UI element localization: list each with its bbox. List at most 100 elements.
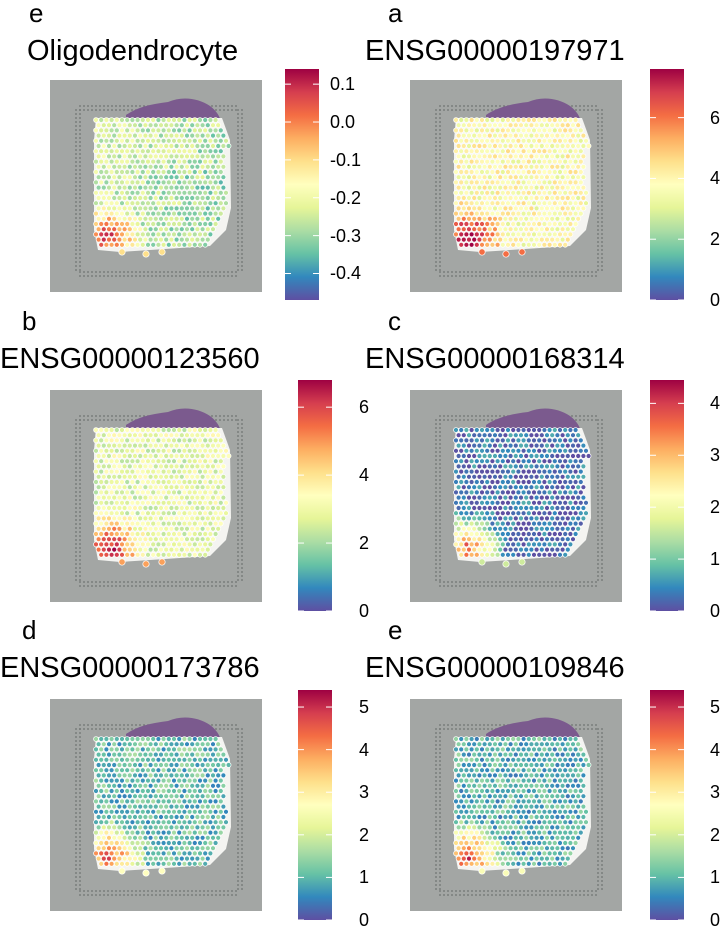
spot [138, 526, 143, 531]
spot [190, 763, 195, 768]
spot [177, 201, 182, 206]
spot [493, 763, 498, 768]
spot [218, 480, 223, 485]
spot [208, 542, 213, 547]
spot [521, 428, 526, 433]
spot [498, 206, 503, 211]
spot [203, 242, 208, 247]
spot [573, 521, 578, 526]
spot [542, 809, 547, 814]
spot [459, 830, 464, 835]
spot [581, 175, 586, 180]
spot [174, 547, 179, 552]
spot [474, 159, 479, 164]
spot [578, 170, 583, 175]
spot [153, 133, 158, 138]
spot [96, 835, 101, 840]
spot [187, 149, 192, 154]
spot [146, 448, 151, 453]
spot [565, 537, 570, 542]
spot [573, 830, 578, 835]
spot [122, 474, 127, 479]
spot [120, 809, 125, 814]
spot [545, 752, 550, 757]
spot [107, 547, 112, 552]
spot [498, 443, 503, 448]
spot [563, 211, 568, 216]
spot [203, 511, 208, 516]
spot [161, 448, 166, 453]
spot [195, 752, 200, 757]
spot [461, 537, 466, 542]
spot [94, 841, 99, 846]
spot [166, 737, 171, 742]
spot [526, 190, 531, 195]
spot [529, 815, 534, 820]
spot [216, 815, 221, 820]
spot [565, 144, 570, 149]
spot [552, 459, 557, 464]
spot [192, 521, 197, 526]
spot [516, 448, 521, 453]
spot [164, 474, 169, 479]
spot [185, 185, 190, 190]
spot [133, 506, 138, 511]
spot [99, 841, 104, 846]
spot [459, 747, 464, 752]
spot [573, 768, 578, 773]
spot [198, 159, 203, 164]
spot [151, 778, 156, 783]
spot [456, 216, 461, 221]
spot [550, 144, 555, 149]
spot [166, 211, 171, 216]
spot [122, 804, 127, 809]
spot [179, 495, 184, 500]
spot [503, 856, 508, 861]
spot [498, 794, 503, 799]
spot [159, 835, 164, 840]
spot [519, 773, 524, 778]
spot [516, 180, 521, 185]
spot [94, 521, 99, 526]
spot [459, 128, 464, 133]
spot [480, 490, 485, 495]
spot [187, 830, 192, 835]
spot [211, 485, 216, 490]
spot [208, 190, 213, 195]
spot [568, 820, 573, 825]
spot [516, 149, 521, 154]
spot [532, 861, 537, 866]
spot [487, 443, 492, 448]
spot [133, 216, 138, 221]
colorbar-tick-label: 0 [704, 291, 720, 309]
spot [164, 133, 169, 138]
spot [467, 794, 472, 799]
spot [190, 144, 195, 149]
spot [224, 820, 229, 825]
spot [560, 237, 565, 242]
spot [164, 227, 169, 232]
spot [104, 118, 109, 123]
spot [529, 752, 534, 757]
spot [151, 490, 156, 495]
spot [513, 794, 518, 799]
spot [477, 433, 482, 438]
spot [122, 485, 127, 490]
spot [474, 490, 479, 495]
spot [568, 170, 573, 175]
spot [565, 185, 570, 190]
spot [550, 763, 555, 768]
spot [571, 485, 576, 490]
spot [464, 469, 469, 474]
spot [159, 249, 165, 255]
spot [216, 794, 221, 799]
spot [545, 742, 550, 747]
spot [185, 154, 190, 159]
spot [192, 552, 197, 557]
spot [161, 222, 166, 227]
colorbar-tick-label: 1 [704, 868, 720, 886]
spot [148, 763, 153, 768]
spot [122, 154, 127, 159]
spot [542, 820, 547, 825]
spot [532, 118, 537, 123]
